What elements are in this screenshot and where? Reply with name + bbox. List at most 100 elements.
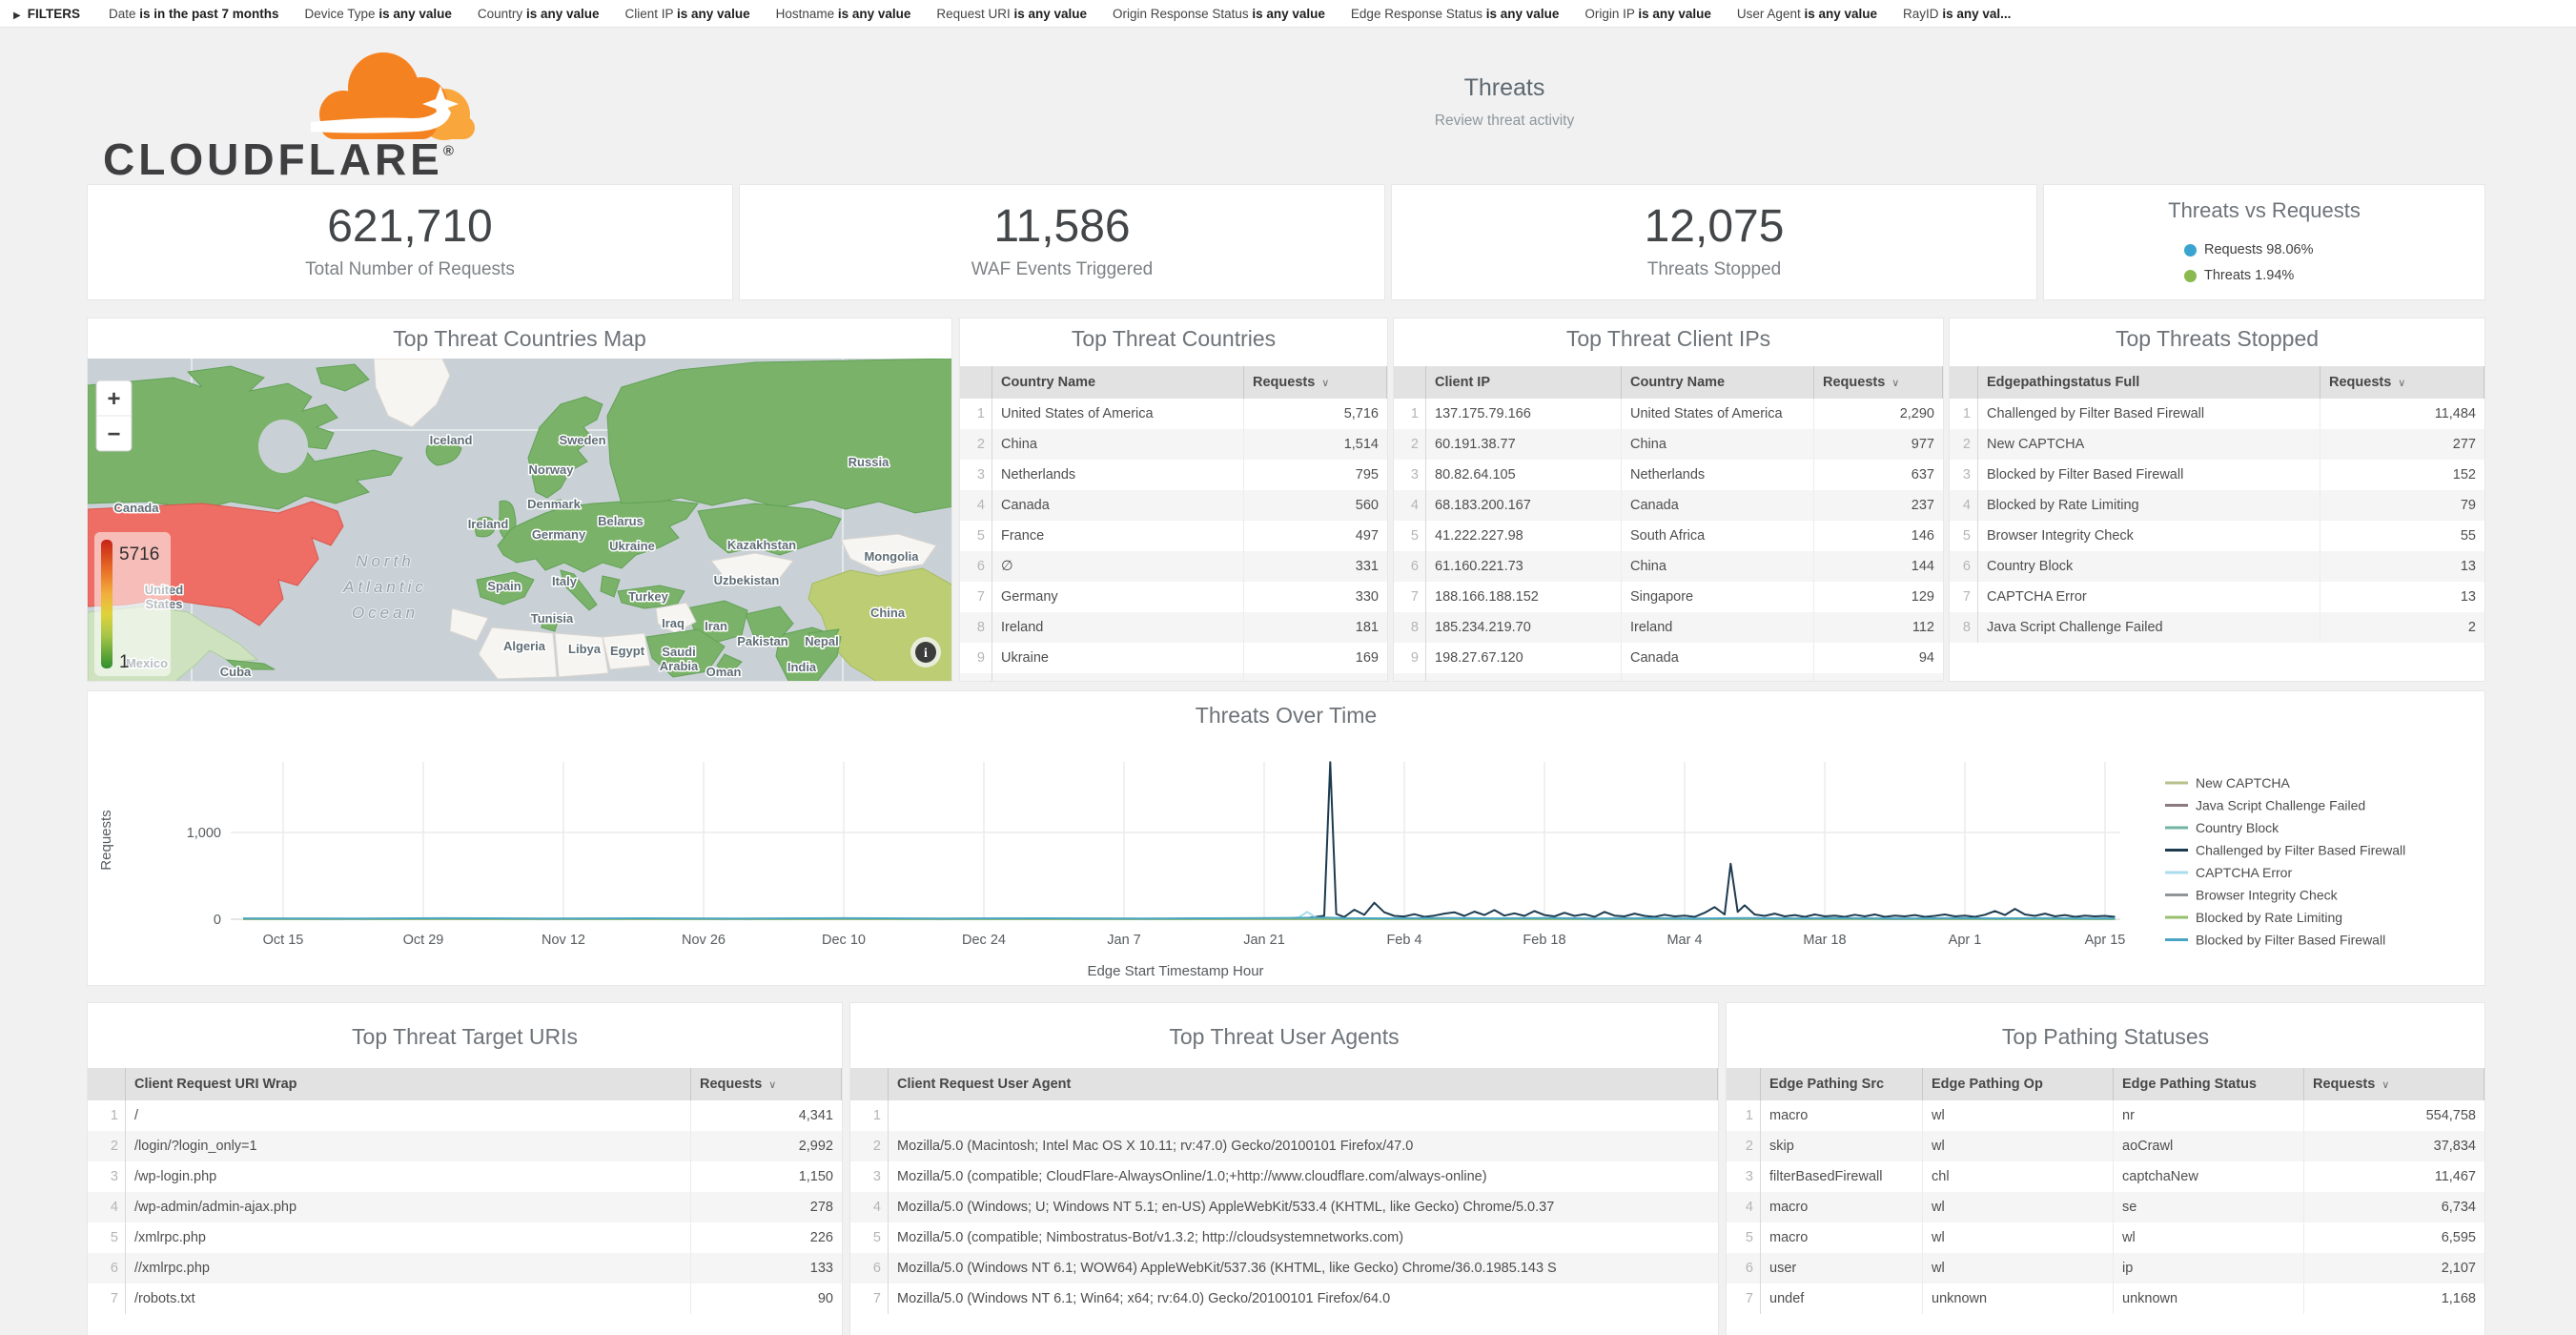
filter-item[interactable]: User Agent is any value bbox=[1736, 6, 1878, 21]
table-row[interactable]: 7 CAPTCHA Error 13 bbox=[1950, 582, 2484, 612]
filter-item[interactable]: Country is any value bbox=[477, 6, 600, 21]
sort-requests-header[interactable]: Requests ∨ bbox=[1244, 366, 1387, 399]
table-row[interactable]: 7/robots.txt 90 bbox=[88, 1284, 842, 1314]
legend-label[interactable]: Blocked by Filter Based Firewall bbox=[2196, 933, 2385, 948]
legend-label[interactable]: CAPTCHA Error bbox=[2196, 865, 2292, 880]
map-cuba[interactable] bbox=[225, 659, 276, 670]
table-row[interactable]: 4 Canada 560 bbox=[960, 490, 1387, 521]
table-row[interactable]: 4 macro wl se 6,734 bbox=[1727, 1192, 2484, 1222]
table-row[interactable]: 8 Ireland 181 bbox=[960, 612, 1387, 643]
table-row[interactable]: 6 Country Block 13 bbox=[1950, 551, 2484, 582]
table-row[interactable]: 5 Browser Integrity Check 55 bbox=[1950, 521, 2484, 551]
map-tunisia[interactable] bbox=[541, 615, 560, 632]
filter-item[interactable]: Date is in the past 7 months bbox=[108, 6, 279, 21]
map-russia[interactable] bbox=[606, 359, 952, 514]
filters-toggle-button[interactable]: ▶ FILTERS bbox=[13, 6, 80, 21]
map-spain[interactable] bbox=[476, 571, 535, 606]
map-uzbekistan[interactable] bbox=[710, 552, 794, 586]
sort-requests-header[interactable]: Requests ∨ bbox=[2320, 366, 2484, 399]
table-row[interactable]: 9 198.27.67.120 Canada 94 bbox=[1394, 643, 1943, 673]
table-row[interactable]: 5 macro wl wl 6,595 bbox=[1727, 1222, 2484, 1253]
map-nepal[interactable] bbox=[808, 628, 840, 642]
map-ireland[interactable] bbox=[474, 516, 497, 538]
table-row[interactable]: 4 Mozilla/5.0 (Windows; U; Windows NT 5.1… bbox=[850, 1192, 1718, 1222]
map-scandinavia[interactable] bbox=[527, 396, 603, 499]
map-canada[interactable] bbox=[88, 365, 403, 510]
map-info-button[interactable]: i bbox=[910, 637, 941, 668]
table-row[interactable]: 2 skip wl aoCrawl 37,834 bbox=[1727, 1131, 2484, 1161]
table-row[interactable]: 4/wp-admin/admin-ajax.php 278 bbox=[88, 1192, 842, 1222]
table-row[interactable]: 1/ 4,341 bbox=[88, 1100, 842, 1131]
map-greenland[interactable] bbox=[373, 359, 451, 428]
filter-item[interactable]: Device Type is any value bbox=[304, 6, 452, 21]
table-row[interactable]: 1 Challenged by Filter Based Firewall 11,4… bbox=[1950, 399, 2484, 429]
table-row[interactable]: 3/wp-login.php 1,150 bbox=[88, 1161, 842, 1192]
map-algeria[interactable] bbox=[478, 626, 558, 680]
table-row[interactable]: 2 Mozilla/5.0 (Macintosh; Intel Mac OS X … bbox=[850, 1131, 1718, 1161]
filter-item[interactable]: Origin IP is any value bbox=[1584, 6, 1711, 21]
table-row[interactable]: 7 Mozilla/5.0 (Windows NT 6.1; Win64; x64… bbox=[850, 1284, 1718, 1314]
table-row[interactable]: 2 China 1,514 bbox=[960, 429, 1387, 460]
table-row[interactable]: 1061.160.247.137China89 bbox=[1394, 673, 1943, 681]
map-libya[interactable] bbox=[554, 632, 609, 678]
table-row[interactable]: 4 Blocked by Rate Limiting 79 bbox=[1950, 490, 2484, 521]
table-row[interactable]: 8 185.234.219.70 Ireland 112 bbox=[1394, 612, 1943, 643]
table-row[interactable]: 4 68.183.200.167 Canada 237 bbox=[1394, 490, 1943, 521]
sort-requests-header[interactable]: Requests ∨ bbox=[2304, 1068, 2484, 1100]
table-row[interactable]: 2 60.191.38.77 China 977 bbox=[1394, 429, 1943, 460]
zoom-out-button[interactable]: − bbox=[107, 421, 120, 447]
table-row[interactable]: 6 Mozilla/5.0 (Windows NT 6.1; WOW64) App… bbox=[850, 1253, 1718, 1284]
filter-item[interactable]: RayID is any val... bbox=[1903, 6, 2012, 21]
map-italy[interactable] bbox=[560, 569, 598, 611]
table-row[interactable]: 5 France 497 bbox=[960, 521, 1387, 551]
table-row[interactable]: 7 Germany 330 bbox=[960, 582, 1387, 612]
table-row[interactable]: 1 bbox=[850, 1100, 1718, 1131]
table-row[interactable]: 3 Blocked by Filter Based Firewall 152 bbox=[1950, 460, 2484, 490]
legend-label[interactable]: Blocked by Rate Limiting bbox=[2196, 910, 2342, 925]
table-row[interactable]: 2/login/?login_only=1 2,992 bbox=[88, 1131, 842, 1161]
table-row[interactable]: 6 61.160.221.73 China 144 bbox=[1394, 551, 1943, 582]
sort-requests-header[interactable]: Requests ∨ bbox=[691, 1068, 842, 1100]
table-row[interactable]: 3 80.82.64.105 Netherlands 637 bbox=[1394, 460, 1943, 490]
table-row[interactable]: 7 undef unknown unknown 1,168 bbox=[1727, 1284, 2484, 1314]
map-iraq[interactable] bbox=[655, 602, 697, 634]
map-pakistan[interactable] bbox=[745, 606, 794, 642]
legend-label[interactable]: New CAPTCHA bbox=[2196, 775, 2290, 791]
table-row[interactable]: 6//xmlrpc.php 133 bbox=[88, 1253, 842, 1284]
filter-item[interactable]: Client IP is any value bbox=[624, 6, 750, 21]
map-saudi-arabia[interactable] bbox=[645, 628, 726, 678]
table-row[interactable]: 5/xmlrpc.php 226 bbox=[88, 1222, 842, 1253]
table-row[interactable]: 6 ∅ 331 bbox=[960, 551, 1387, 582]
map-morocco[interactable] bbox=[449, 607, 489, 642]
world-map[interactable]: CanadaUnitedStatesMexicoCubaIcelandIrela… bbox=[88, 359, 952, 682]
zoom-in-button[interactable]: + bbox=[107, 386, 120, 412]
table-row[interactable]: 7 188.166.188.152 Singapore 129 bbox=[1394, 582, 1943, 612]
legend-label[interactable]: Java Script Challenge Failed bbox=[2196, 798, 2365, 813]
table-row[interactable]: 1 137.175.79.166 United States of America 2… bbox=[1394, 399, 1943, 429]
table-row[interactable]: 6 user wl ip 2,107 bbox=[1727, 1253, 2484, 1284]
table-row[interactable]: 8 Java Script Challenge Failed 2 bbox=[1950, 612, 2484, 643]
table-row[interactable]: 2 New CAPTCHA 277 bbox=[1950, 429, 2484, 460]
legend-label[interactable]: Browser Integrity Check bbox=[2196, 888, 2339, 903]
sort-requests-header[interactable]: Requests ∨ bbox=[1814, 366, 1943, 399]
map-oman[interactable] bbox=[716, 653, 743, 676]
legend-label[interactable]: Country Block bbox=[2196, 820, 2280, 835]
table-row[interactable]: 5 Mozilla/5.0 (compatible; Nimbostratus-B… bbox=[850, 1222, 1718, 1253]
table-row[interactable]: 3 filterBasedFirewall chl captchaNew 11,467 bbox=[1727, 1161, 2484, 1192]
filter-item[interactable]: Origin Response Status is any value bbox=[1113, 6, 1325, 21]
map-iceland[interactable] bbox=[425, 442, 462, 466]
table-row[interactable]: 3 Mozilla/5.0 (compatible; CloudFlare-Alw… bbox=[850, 1161, 1718, 1192]
table-row[interactable]: 1 United States of America 5,716 bbox=[960, 399, 1387, 429]
table-row[interactable]: 1 macro wl nr 554,758 bbox=[1727, 1100, 2484, 1131]
map-kazakhstan[interactable] bbox=[697, 503, 842, 556]
map-europe[interactable] bbox=[497, 499, 699, 573]
filter-item[interactable]: Hostname is any value bbox=[775, 6, 911, 21]
filter-item[interactable]: Edge Response Status is any value bbox=[1350, 6, 1560, 21]
map-mongolia[interactable] bbox=[840, 533, 937, 573]
legend-label[interactable]: Challenged by Filter Based Firewall bbox=[2196, 843, 2405, 858]
table-row[interactable]: 3 Netherlands 795 bbox=[960, 460, 1387, 490]
map-egypt[interactable] bbox=[602, 632, 651, 670]
table-row[interactable]: 5 41.222.227.98 South Africa 146 bbox=[1394, 521, 1943, 551]
table-row[interactable]: 9 Ukraine 169 bbox=[960, 643, 1387, 673]
table-row[interactable]: 10Singapore159 bbox=[960, 673, 1387, 681]
